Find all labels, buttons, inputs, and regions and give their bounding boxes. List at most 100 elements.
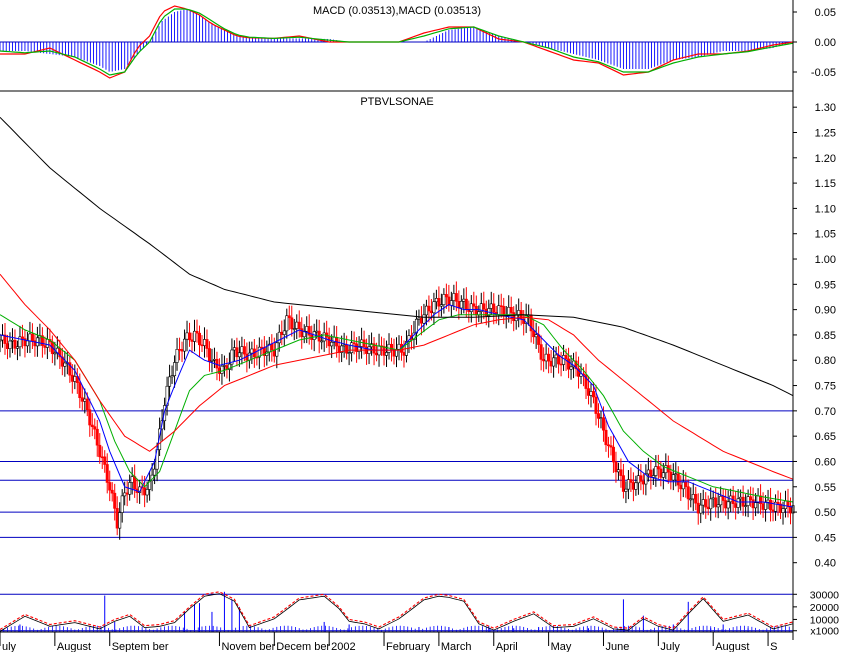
month-label: April [496, 641, 518, 652]
price-candle-body [170, 375, 174, 378]
price-candle-body [95, 428, 99, 446]
price-candle-body [661, 472, 665, 478]
price-candle-body [629, 479, 633, 483]
volume-oscillator-red [0, 591, 794, 630]
price-tick-label: 1.00 [815, 254, 836, 266]
price-candle-body [587, 388, 591, 396]
price-candle-body [641, 481, 645, 485]
price-candle-body [297, 321, 301, 329]
price-candle-body [699, 504, 703, 514]
price-candle-body [193, 330, 197, 342]
price-candle-body [43, 345, 47, 348]
price-candle-body [148, 480, 152, 490]
price-candle-body [744, 505, 748, 507]
price-candle-body [390, 343, 394, 350]
month-label: uly [2, 641, 17, 652]
price-candle-body [659, 468, 663, 478]
price-candle-body [606, 444, 610, 447]
price-candle-body [701, 499, 705, 506]
price-candle-body [781, 508, 785, 513]
price-candle-body [185, 332, 189, 340]
price-candle-body [0, 339, 2, 342]
price-candle-body [352, 342, 356, 345]
price-candle-body [307, 326, 311, 336]
price-candle-body [626, 479, 630, 490]
price-candle-body [375, 352, 379, 356]
price-candle-body [345, 344, 349, 354]
moving-average-ma_long [0, 273, 794, 480]
price-candle-body [676, 473, 680, 486]
price-candle-body [704, 499, 708, 508]
moving-average-ma_very_long [0, 116, 794, 397]
price-candle-body [10, 339, 14, 342]
price-candle-body [651, 475, 655, 478]
price-candle-body [784, 500, 788, 509]
price-tick-label: 1.10 [815, 203, 836, 215]
price-candle-body [8, 340, 12, 349]
price-candle-body [210, 360, 214, 362]
price-candle-body [108, 482, 112, 491]
price-candle-body [70, 374, 74, 382]
price-candle-body [624, 488, 628, 492]
volume-panel [0, 591, 794, 632]
price-candle-body [656, 466, 660, 470]
month-label: June [605, 641, 629, 652]
price-candle-body [542, 359, 546, 362]
price-candle-body [173, 362, 177, 376]
price-candle-body [115, 508, 119, 529]
price-tick-label: 1.30 [815, 102, 836, 114]
price-candle-body [539, 344, 543, 360]
price-candle-body [611, 446, 615, 463]
price-candle-body [711, 497, 715, 500]
price-candle-body [153, 468, 157, 476]
price-candle-body [449, 300, 453, 306]
price-candle-body [40, 335, 44, 346]
price-candle-body [544, 353, 548, 362]
price-candle-body [779, 503, 783, 513]
price-candle-body [227, 363, 231, 370]
price-candle-body [207, 348, 211, 362]
price-candle-body [499, 305, 503, 307]
price-candle-body [73, 376, 77, 382]
price-candle-body [552, 357, 556, 367]
price-candle-body [125, 492, 129, 495]
price-candle-body [220, 365, 224, 374]
price-candle-body [634, 482, 638, 490]
price-candle-body [230, 349, 234, 365]
price-candle-body [616, 469, 620, 473]
price-candle-body [706, 506, 710, 510]
macd-tick-label: 0.00 [815, 37, 836, 49]
price-candle-body [614, 461, 618, 473]
price-tick-label: 1.05 [815, 229, 836, 241]
price-candle-body [734, 503, 738, 508]
price-candle-body [482, 303, 486, 310]
price-candle-body [202, 339, 206, 346]
price-candle-body [444, 294, 448, 298]
price-candle-body [350, 342, 354, 353]
price-candle-body [774, 501, 778, 512]
price-candle-body [78, 382, 82, 399]
price-candle-body [360, 339, 364, 347]
price-candle-body [277, 331, 281, 344]
macd-tick-label: -0.05 [811, 67, 836, 79]
price-candle-body [123, 492, 127, 497]
price-candle-body [188, 332, 192, 341]
price-candle-body [577, 368, 581, 377]
price-tick-label: 0.95 [815, 279, 836, 291]
price-candle-body [327, 336, 331, 347]
price-candle-body [305, 326, 309, 332]
price-candle-body [168, 376, 172, 387]
price-candle-body [724, 500, 728, 509]
price-candle-body [98, 444, 102, 458]
price-candle-body [28, 333, 32, 342]
price-candle-body [282, 330, 286, 335]
price-candle-body [631, 482, 635, 490]
price-candle-body [766, 499, 770, 503]
price-tick-label: 0.60 [815, 456, 836, 468]
price-candle-body [619, 469, 623, 476]
price-candle-body [644, 473, 648, 485]
price-tick-label: 0.85 [815, 330, 836, 342]
price-candle-body [567, 358, 571, 370]
macd-tick-label: 0.05 [815, 7, 836, 19]
